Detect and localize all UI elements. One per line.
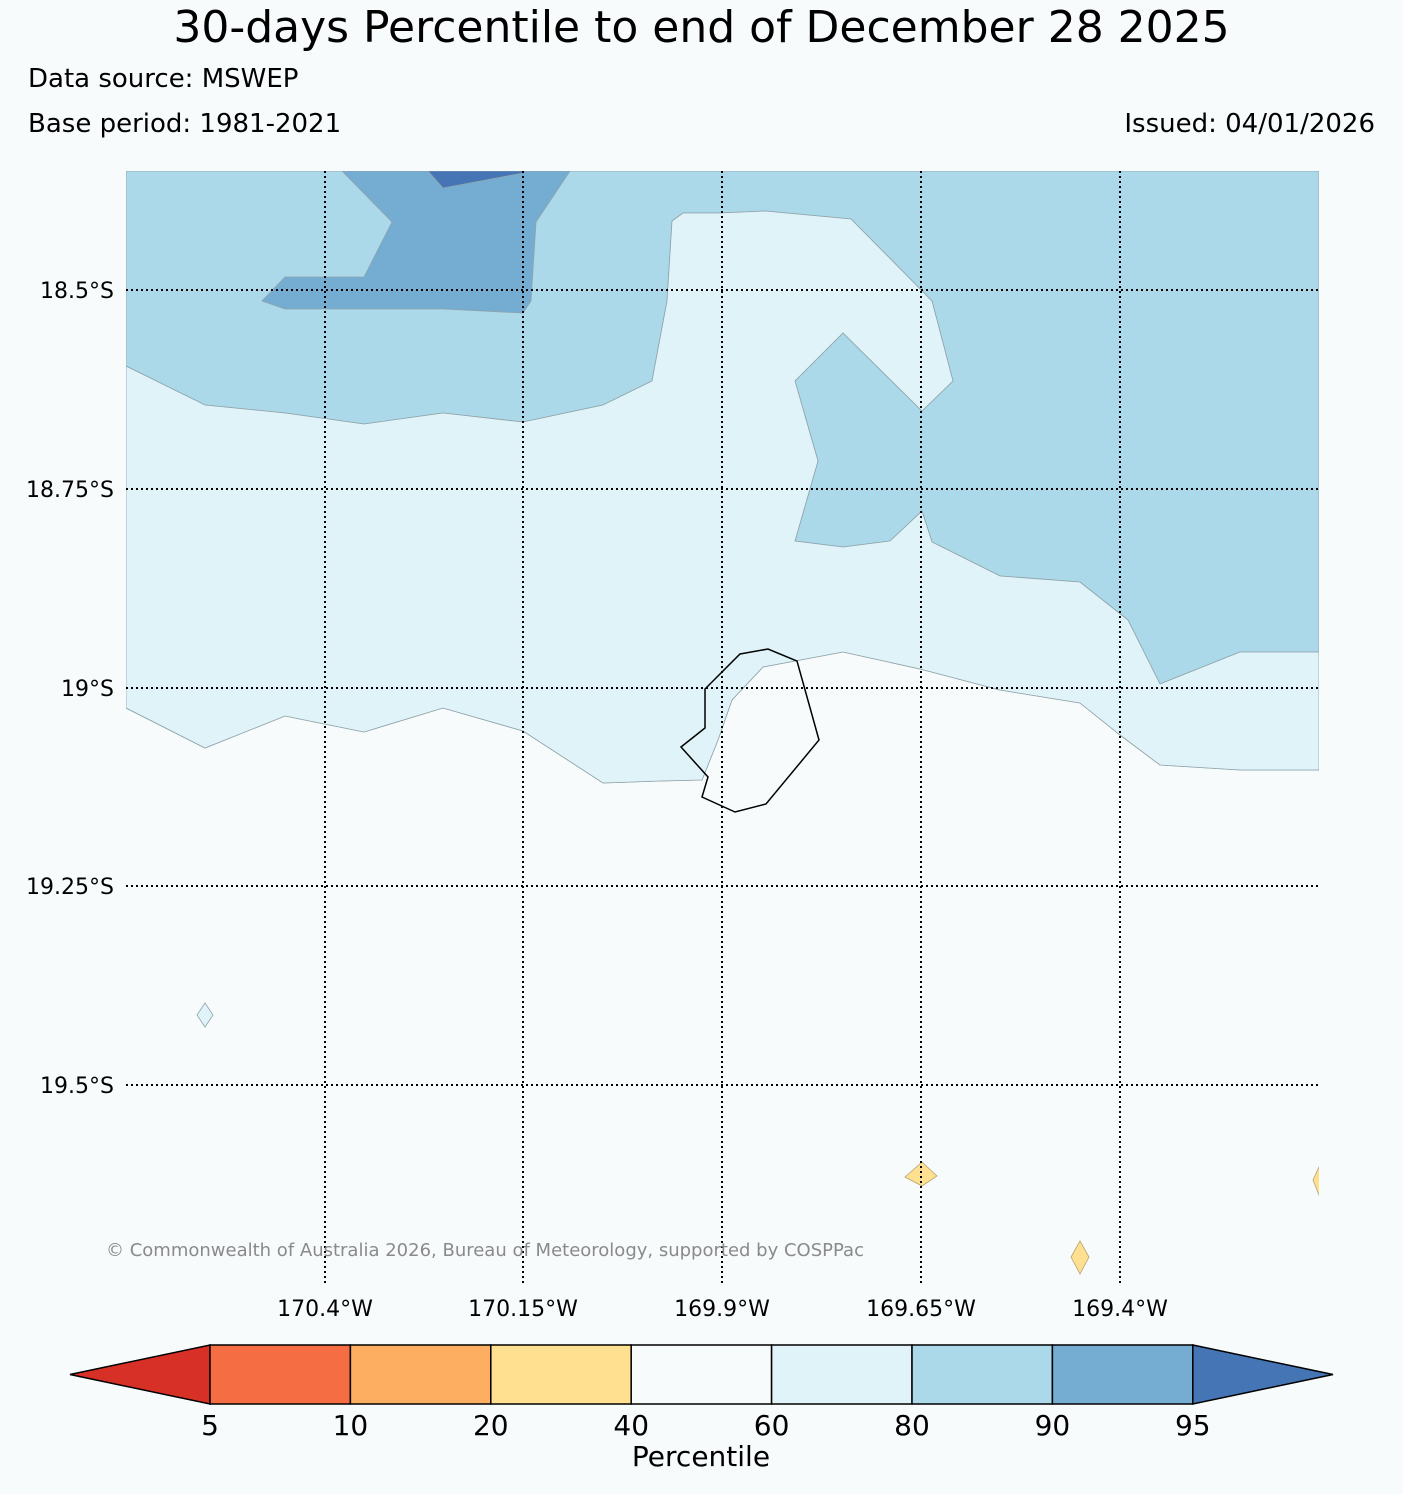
latitude-labels: 18.5°S 18.75°S 19°S 19.25°S 19.5°S xyxy=(26,279,114,1099)
colorbar-segment xyxy=(349,1344,492,1405)
base-period-label: Base period: 1981-2021 xyxy=(28,109,342,139)
longitude-labels: 170.4°W 170.15°W 169.9°W 169.65°W 169.4°… xyxy=(277,1297,1168,1322)
lat-label: 18.75°S xyxy=(26,478,114,503)
colorbar: 5 10 20 40 60 80 90 95 xyxy=(69,1344,1334,1442)
lat-label: 18.5°S xyxy=(40,279,114,304)
colorbar-tick-label: 90 xyxy=(1035,1409,1071,1442)
lon-label: 169.4°W xyxy=(1072,1297,1168,1322)
colorbar-tick-label: 20 xyxy=(473,1409,509,1442)
contour-90-95 xyxy=(261,171,571,314)
colorbar-segment xyxy=(630,1344,773,1405)
lon-label: 169.9°W xyxy=(674,1297,770,1322)
contour-60-80-spot xyxy=(196,1002,214,1028)
issued-date-label: Issued: 04/01/2026 xyxy=(1124,109,1375,139)
colorbar-tick-label: 95 xyxy=(1175,1409,1211,1442)
lat-label: 19.25°S xyxy=(26,875,114,900)
colorbar-segment xyxy=(490,1344,632,1405)
gridlines xyxy=(126,171,1319,1285)
colorbar-tick-label: 10 xyxy=(333,1409,369,1442)
lon-label: 169.65°W xyxy=(866,1297,976,1322)
colorbar-segment xyxy=(1051,1344,1194,1405)
data-source-label: Data source: MSWEP xyxy=(28,64,299,94)
colorbar-tick-label: 40 xyxy=(613,1409,649,1442)
colorbar-tick-label: 80 xyxy=(894,1409,930,1442)
colorbar-segment xyxy=(209,1344,352,1405)
lon-label: 170.4°W xyxy=(277,1297,373,1322)
colorbar-extend-high xyxy=(1192,1344,1334,1405)
colorbar-segment xyxy=(911,1344,1054,1405)
copyright-notice: © Commonwealth of Australia 2026, Bureau… xyxy=(106,1240,864,1261)
colorbar-segment xyxy=(770,1344,913,1405)
island-coastline-niue xyxy=(679,648,820,813)
map-area xyxy=(126,171,1319,1285)
lat-label: 19°S xyxy=(61,677,114,702)
contour-20-40-spot-2 xyxy=(1070,1240,1090,1275)
lon-label: 170.15°W xyxy=(468,1297,578,1322)
contour-20-40-spot-3 xyxy=(1312,1166,1319,1196)
colorbar-tick-label: 5 xyxy=(201,1409,219,1442)
colorbar-title: Percentile xyxy=(632,1440,770,1473)
colorbar-extend-low xyxy=(69,1344,211,1405)
colorbar-tick-label: 60 xyxy=(754,1409,790,1442)
lat-label: 19.5°S xyxy=(40,1074,114,1099)
map-title: 30-days Percentile to end of December 28… xyxy=(173,2,1230,53)
